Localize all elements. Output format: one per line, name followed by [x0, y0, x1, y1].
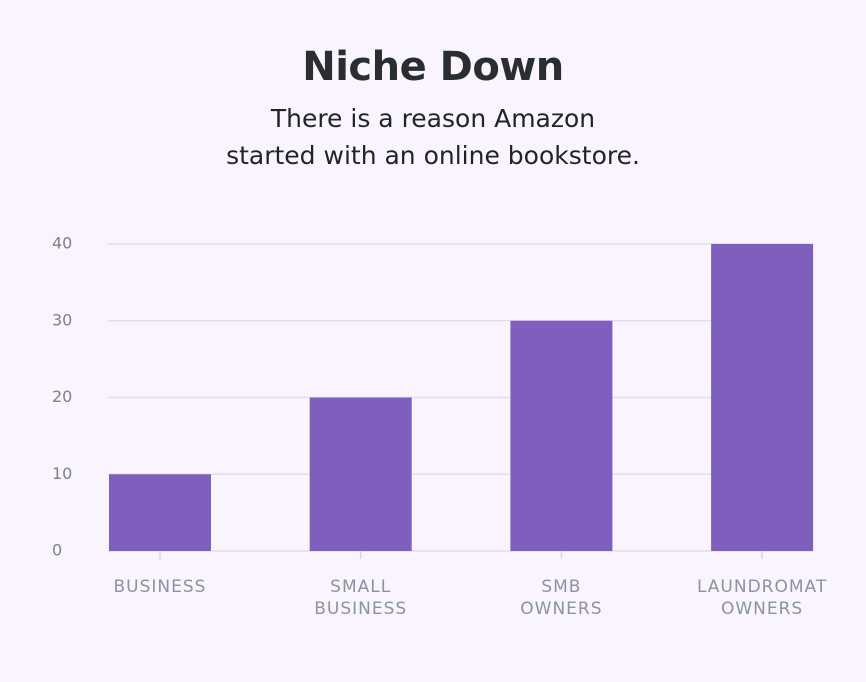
x-tick-label: BUSINESS: [113, 577, 207, 597]
bar: [510, 320, 613, 551]
y-tick-label: 0: [52, 541, 62, 560]
y-tick-label: 40: [52, 234, 72, 253]
x-tick-label: SMB OWNERS: [520, 577, 603, 619]
x-tick-label: SMALL BUSINESS: [314, 577, 408, 619]
bar: [309, 397, 412, 551]
y-tick-label: 10: [52, 464, 72, 483]
chart-title: Niche Down: [302, 44, 564, 90]
bar: [711, 244, 814, 551]
chart-subtitle: There is a reason Amazon started with an…: [226, 104, 640, 170]
y-tick-label: 20: [52, 387, 72, 406]
bar: [109, 474, 211, 551]
x-tick-label: LAUNDROMAT OWNERS: [696, 577, 828, 619]
y-tick-label: 30: [52, 310, 72, 329]
